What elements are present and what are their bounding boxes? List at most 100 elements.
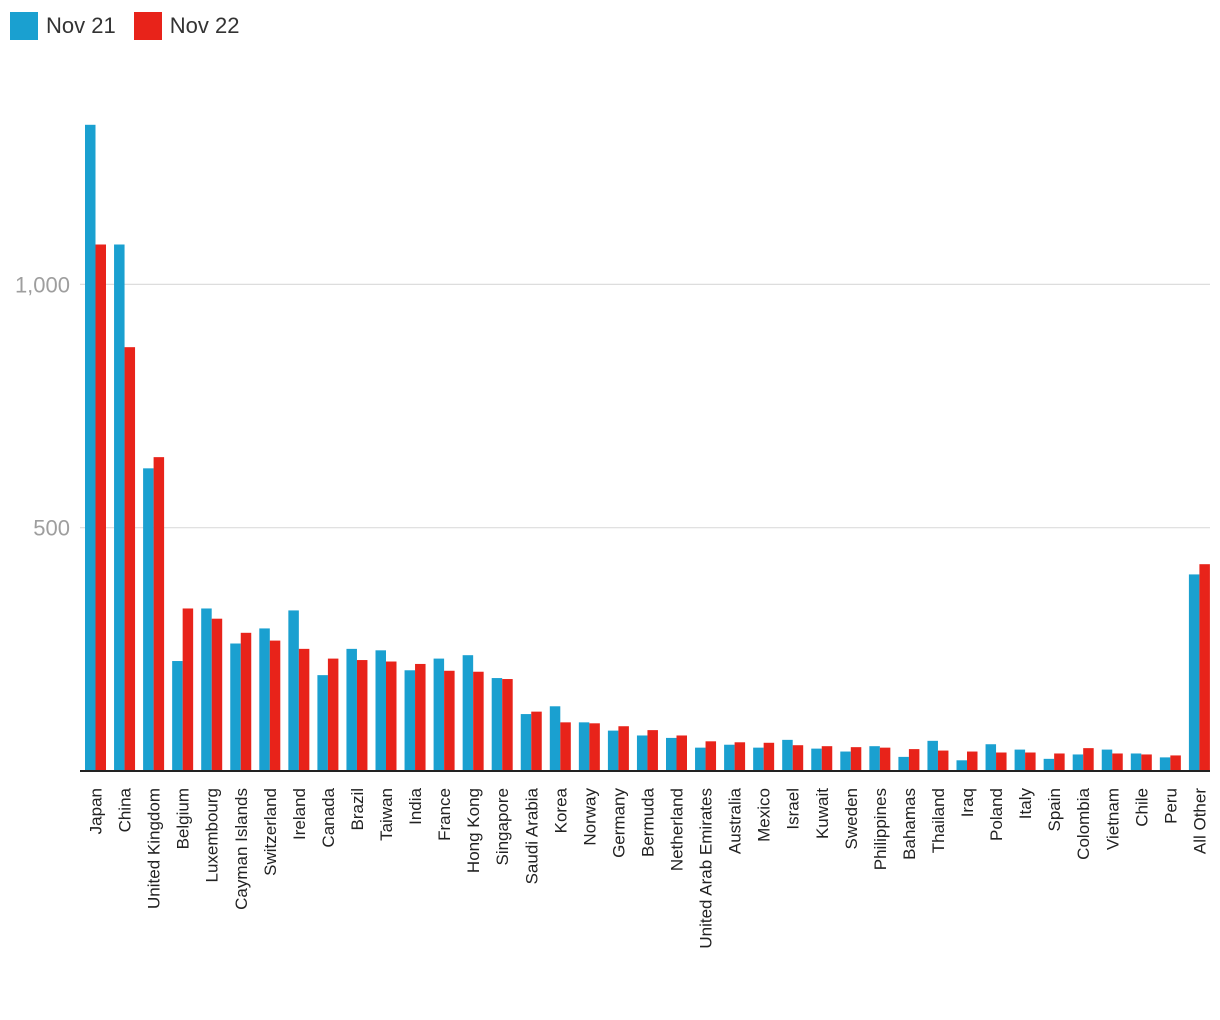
bar-nov21[interactable] [259, 628, 270, 771]
bar-nov22[interactable] [415, 663, 426, 771]
bar-nov22[interactable] [763, 742, 775, 771]
bar-nov21[interactable] [520, 714, 532, 771]
legend: Nov 21 Nov 22 [10, 10, 257, 42]
bar-nov22[interactable] [1170, 755, 1181, 771]
bar-nov22[interactable] [327, 658, 339, 771]
bar-nov22[interactable] [734, 742, 746, 771]
bar-nov21[interactable] [811, 748, 822, 771]
x-tick-label: Vietnam [1103, 788, 1122, 850]
x-tick-label: China [116, 787, 135, 832]
bar-nov21[interactable] [1101, 749, 1113, 771]
bar-nov22[interactable] [95, 244, 107, 772]
bar-nov22[interactable] [937, 750, 949, 771]
bar-nov21[interactable] [1159, 757, 1171, 771]
bar-nov22[interactable] [386, 661, 397, 771]
x-tick-label: Spain [1045, 788, 1064, 831]
x-tick-label: Colombia [1074, 787, 1093, 859]
bar-nov22[interactable] [1083, 748, 1094, 771]
bar-nov22[interactable] [124, 347, 136, 771]
x-tick-label: United Arab Emirates [697, 788, 716, 949]
bar-nov22[interactable] [560, 722, 571, 771]
bar-nov22[interactable] [821, 746, 833, 771]
bar-nov21[interactable] [666, 737, 677, 771]
bar-nov21[interactable] [607, 730, 619, 771]
x-tick-label: Mexico [755, 788, 774, 842]
bar-nov21[interactable] [201, 608, 212, 771]
bar-nov22[interactable] [153, 457, 165, 771]
bar-nov21[interactable] [114, 244, 125, 772]
bar-nov22[interactable] [444, 670, 455, 771]
bar-nov21[interactable] [578, 722, 590, 771]
bar-nov22[interactable] [589, 723, 600, 771]
legend-item-nov21[interactable]: Nov 21 [10, 12, 116, 40]
bar-nov22[interactable] [792, 745, 804, 771]
bar-nov22[interactable] [473, 671, 484, 771]
bar-nov22[interactable] [879, 747, 891, 771]
legend-swatch-nov21 [10, 12, 38, 40]
bar-nov22[interactable] [240, 632, 252, 771]
bar-nov22[interactable] [618, 726, 629, 771]
bar-nov21[interactable] [433, 658, 445, 771]
bar-nov22[interactable] [908, 749, 920, 771]
bar-nov21[interactable] [724, 744, 735, 771]
bar-nov22[interactable] [211, 618, 223, 771]
bar-nov21[interactable] [1014, 749, 1026, 771]
bar-nov21[interactable] [491, 678, 503, 771]
bar-nov21[interactable] [317, 675, 328, 771]
bar-nov21[interactable] [898, 756, 909, 771]
bar-nov22[interactable] [676, 735, 688, 771]
x-tick-label: Israel [784, 788, 803, 830]
bar-nov22[interactable] [705, 741, 717, 771]
bar-nov22[interactable] [996, 752, 1007, 771]
bar-nov21[interactable] [549, 706, 561, 771]
legend-label-nov21: Nov 21 [46, 13, 116, 38]
bar-nov22[interactable] [356, 660, 368, 771]
x-tick-label: Poland [987, 788, 1006, 841]
x-tick-label: Brazil [348, 788, 367, 831]
bar-nov22[interactable] [269, 640, 281, 771]
bar-nov21[interactable] [1130, 753, 1142, 771]
bar-nov22[interactable] [967, 751, 978, 771]
bar-nov21[interactable] [753, 747, 764, 771]
bar-nov21[interactable] [636, 735, 648, 771]
bar-nov22[interactable] [531, 711, 542, 771]
bar-nov22[interactable] [1141, 754, 1152, 771]
x-tick-label: Singapore [493, 788, 512, 866]
bar-nov22[interactable] [1112, 753, 1123, 771]
x-tick-label: United Kingdom [145, 788, 164, 909]
x-tick-label: Luxembourg [203, 788, 222, 883]
bar-nov21[interactable] [782, 739, 793, 771]
bar-nov21[interactable] [143, 468, 154, 771]
bar-nov21[interactable] [1188, 574, 1200, 771]
bar-nov22[interactable] [502, 679, 513, 771]
bar-nov22[interactable] [1054, 753, 1065, 771]
x-tick-label: Belgium [174, 788, 193, 849]
bar-nov21[interactable] [1072, 754, 1084, 771]
bar-nov21[interactable] [956, 760, 968, 771]
bar-nov21[interactable] [346, 648, 357, 771]
bar-nov21[interactable] [840, 751, 851, 771]
bar-nov22[interactable] [850, 747, 862, 771]
bar-nov22[interactable] [647, 730, 658, 771]
x-tick-label: France [435, 788, 454, 841]
bar-nov21[interactable] [404, 670, 416, 771]
bar-nov21[interactable] [375, 650, 387, 771]
bar-nov21[interactable] [85, 124, 96, 772]
bar-nov21[interactable] [172, 661, 183, 771]
bar-nov21[interactable] [230, 643, 241, 771]
legend-item-nov22[interactable]: Nov 22 [133, 12, 239, 40]
bar-nov21[interactable] [869, 746, 880, 771]
bar-nov21[interactable] [927, 740, 938, 771]
x-tick-label: Sweden [842, 788, 861, 849]
y-tick-label: 1,000 [15, 272, 70, 297]
bar-nov22[interactable] [182, 608, 194, 771]
bar-nov21[interactable] [462, 655, 474, 771]
bar-nov21[interactable] [288, 610, 299, 771]
bar-nov21[interactable] [1043, 758, 1055, 771]
bar-nov22[interactable] [1199, 564, 1210, 771]
bar-nov21[interactable] [985, 744, 997, 771]
bar-nov21[interactable] [695, 747, 706, 771]
bar-nov22[interactable] [1025, 752, 1036, 771]
bar-nov22[interactable] [298, 648, 310, 771]
x-tick-label: Netherland [668, 788, 687, 871]
